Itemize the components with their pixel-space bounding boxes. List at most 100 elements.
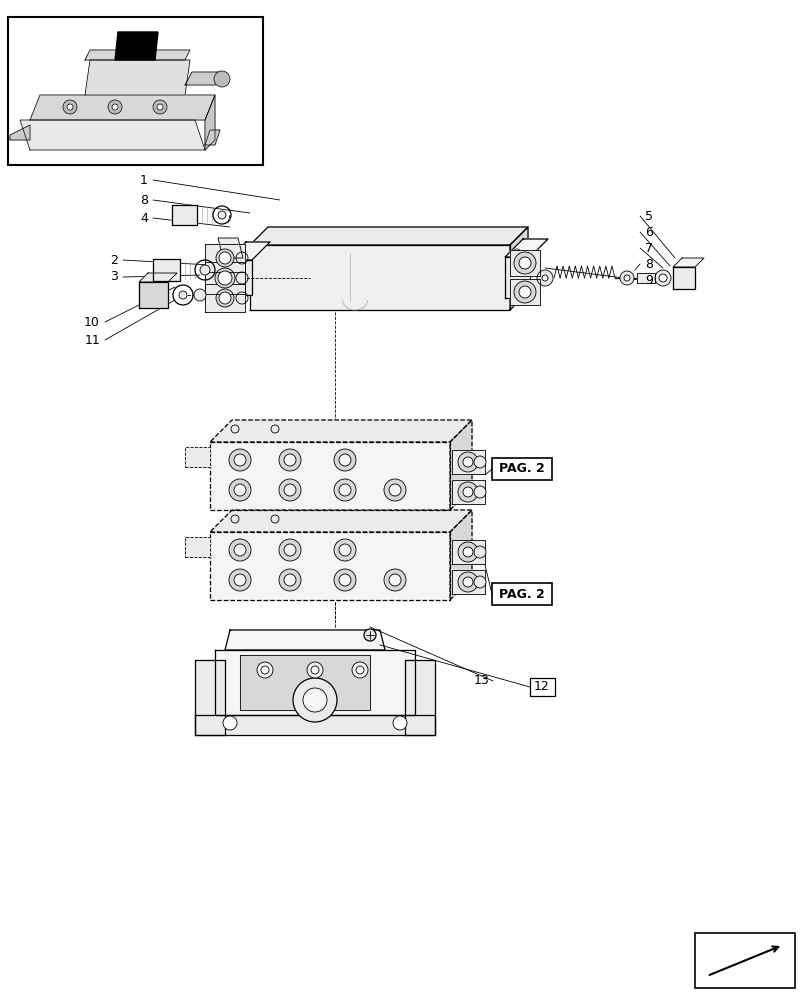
Circle shape xyxy=(462,487,473,497)
Circle shape xyxy=(279,539,301,561)
Circle shape xyxy=(217,211,225,219)
Text: 3: 3 xyxy=(110,270,118,284)
Circle shape xyxy=(457,452,478,472)
Circle shape xyxy=(513,252,535,274)
Polygon shape xyxy=(85,60,190,95)
Circle shape xyxy=(388,484,401,496)
Circle shape xyxy=(279,449,301,471)
Circle shape xyxy=(474,456,486,468)
Circle shape xyxy=(338,544,350,556)
Circle shape xyxy=(513,249,521,257)
Circle shape xyxy=(284,454,296,466)
Text: 13: 13 xyxy=(473,674,488,688)
Bar xyxy=(491,458,551,480)
Polygon shape xyxy=(195,715,435,735)
Circle shape xyxy=(230,425,238,433)
Polygon shape xyxy=(452,450,484,474)
Circle shape xyxy=(271,425,279,433)
Circle shape xyxy=(384,569,406,591)
Text: 11: 11 xyxy=(84,334,100,347)
Circle shape xyxy=(474,486,486,498)
Polygon shape xyxy=(636,273,654,283)
Polygon shape xyxy=(139,282,168,308)
Polygon shape xyxy=(509,250,539,276)
Circle shape xyxy=(303,688,327,712)
Text: 12: 12 xyxy=(534,680,549,694)
Circle shape xyxy=(219,292,230,304)
Polygon shape xyxy=(509,279,539,305)
Circle shape xyxy=(393,716,406,730)
Polygon shape xyxy=(139,273,177,282)
Circle shape xyxy=(363,629,375,641)
Text: 9: 9 xyxy=(644,273,652,286)
Polygon shape xyxy=(210,420,471,442)
Circle shape xyxy=(333,449,355,471)
Circle shape xyxy=(219,252,230,264)
Circle shape xyxy=(333,479,355,501)
Polygon shape xyxy=(195,660,225,735)
Circle shape xyxy=(217,271,232,285)
Polygon shape xyxy=(115,32,158,60)
Circle shape xyxy=(229,539,251,561)
Circle shape xyxy=(462,457,473,467)
Polygon shape xyxy=(504,239,547,257)
Circle shape xyxy=(338,574,350,586)
Circle shape xyxy=(284,574,296,586)
Circle shape xyxy=(284,544,296,556)
Circle shape xyxy=(333,569,355,591)
Circle shape xyxy=(194,289,206,301)
Circle shape xyxy=(457,542,478,562)
Polygon shape xyxy=(225,630,384,650)
Text: 6: 6 xyxy=(644,226,652,239)
Circle shape xyxy=(216,289,234,307)
Circle shape xyxy=(230,515,238,523)
Circle shape xyxy=(457,482,478,502)
Circle shape xyxy=(351,662,367,678)
Polygon shape xyxy=(204,262,245,294)
Bar xyxy=(491,583,551,605)
Circle shape xyxy=(518,257,530,269)
Circle shape xyxy=(112,104,118,110)
Circle shape xyxy=(293,678,337,722)
Text: 8: 8 xyxy=(644,257,652,270)
Circle shape xyxy=(513,281,535,303)
Circle shape xyxy=(355,666,363,674)
Circle shape xyxy=(234,574,246,586)
Circle shape xyxy=(236,246,243,254)
Polygon shape xyxy=(452,480,484,504)
Polygon shape xyxy=(228,242,270,260)
Circle shape xyxy=(518,286,530,298)
Circle shape xyxy=(384,479,406,501)
Circle shape xyxy=(229,569,251,591)
Circle shape xyxy=(284,484,296,496)
Text: 4: 4 xyxy=(140,212,148,225)
Polygon shape xyxy=(405,660,435,735)
Polygon shape xyxy=(250,245,509,310)
Circle shape xyxy=(620,271,633,285)
Circle shape xyxy=(333,539,355,561)
Polygon shape xyxy=(210,442,449,510)
Polygon shape xyxy=(240,655,370,710)
Polygon shape xyxy=(215,650,414,715)
Polygon shape xyxy=(228,260,251,295)
Circle shape xyxy=(659,274,666,282)
Circle shape xyxy=(654,270,670,286)
Circle shape xyxy=(474,576,486,588)
Circle shape xyxy=(234,484,246,496)
Circle shape xyxy=(214,71,230,87)
Polygon shape xyxy=(250,227,527,245)
Circle shape xyxy=(271,515,279,523)
Polygon shape xyxy=(85,50,190,60)
Circle shape xyxy=(307,662,323,678)
Polygon shape xyxy=(185,72,221,85)
Circle shape xyxy=(279,569,301,591)
Circle shape xyxy=(462,577,473,587)
Polygon shape xyxy=(204,244,245,272)
Circle shape xyxy=(311,666,319,674)
Polygon shape xyxy=(672,267,694,289)
Polygon shape xyxy=(204,95,215,150)
Polygon shape xyxy=(20,120,204,150)
Text: 10: 10 xyxy=(84,316,100,328)
Bar xyxy=(8,17,263,165)
Polygon shape xyxy=(449,420,471,510)
